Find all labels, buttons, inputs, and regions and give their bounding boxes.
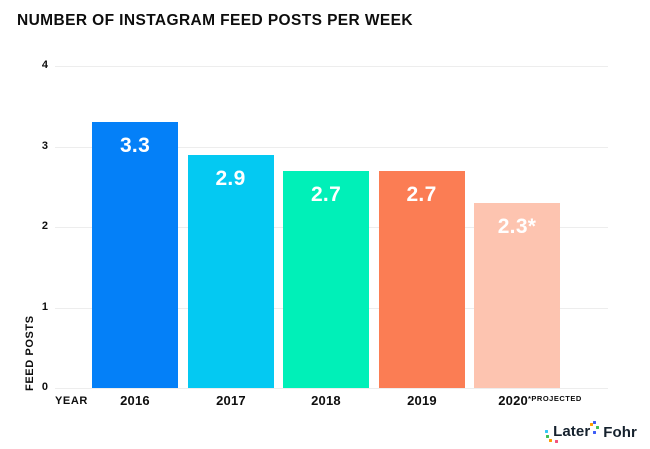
bar-2018: 2.7	[283, 171, 369, 388]
fohr-logo: Fohr	[603, 423, 637, 441]
gridline	[55, 66, 608, 67]
later-confetti-dot	[593, 431, 597, 434]
x-tick-label-2016: 2016	[72, 393, 198, 408]
later-confetti-dot	[555, 440, 559, 443]
x-tick-year: 2020	[498, 393, 528, 408]
bar-value-label: 2.9	[215, 167, 246, 190]
y-tick-label: 1	[41, 301, 48, 313]
bar-2017: 2.9	[187, 155, 274, 388]
gridline	[55, 388, 608, 389]
later-confetti-dot	[596, 426, 600, 429]
y-tick-label: 0	[41, 381, 48, 393]
x-tick-label-2017: 2017	[168, 393, 294, 408]
chart-title: NUMBER OF INSTAGRAM FEED POSTS PER WEEK	[17, 12, 413, 29]
later-confetti-dot	[593, 421, 597, 424]
x-tick-label-2019: 2019	[359, 393, 485, 408]
gridline	[55, 147, 608, 148]
x-axis-label: YEAR	[55, 395, 88, 407]
footer-logos: Later Fohr	[545, 421, 637, 443]
later-confetti-dot	[590, 423, 594, 426]
bar-value-label: 2.7	[310, 183, 342, 206]
y-axis-label: FEED POSTS	[24, 315, 36, 391]
bar-2019: 2.7	[378, 171, 465, 388]
bar-value-label: 2.7	[406, 183, 437, 206]
plot-area: 3.3 2.9 2.7 2.7 2.3*	[55, 66, 608, 389]
x-tick-year: 2016	[120, 393, 150, 408]
later-confetti-dot	[549, 439, 553, 442]
later-confetti-dot	[546, 435, 550, 438]
y-tick-label: 3	[41, 140, 48, 152]
later-confetti-dot	[545, 430, 549, 433]
x-tick-note: *PROJECTED	[527, 394, 582, 403]
bar-2016: 3.3	[92, 122, 178, 388]
x-tick-year: 2018	[311, 393, 341, 408]
x-tick-label-2020: 2020*PROJECTED	[454, 393, 582, 408]
x-tick-year: 2019	[407, 393, 437, 408]
bar-value-label: 3.3	[119, 134, 151, 157]
y-tick-label: 4	[41, 59, 48, 71]
later-logo: Later	[545, 421, 600, 443]
x-tick-label-2018: 2018	[263, 393, 389, 408]
bar-value-label: 2.3*	[497, 215, 537, 238]
y-tick-label: 2	[41, 220, 48, 232]
bar-2020: 2.3*	[474, 203, 560, 388]
x-tick-year: 2017	[216, 393, 246, 408]
later-logo-text: Later	[553, 423, 591, 440]
